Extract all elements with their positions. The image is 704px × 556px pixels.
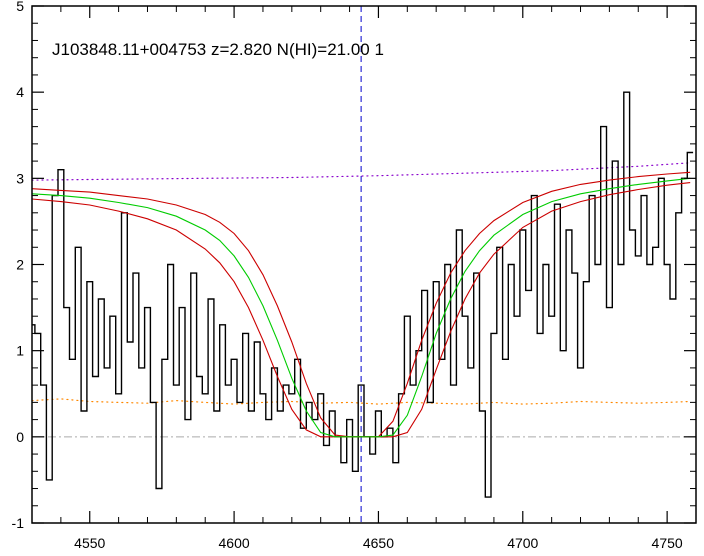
series-error — [32, 398, 691, 405]
x-tick-label: 4550 — [74, 535, 105, 551]
chart-title: J103848.11+004753 z=2.820 N(HI)=21.00 1 — [52, 40, 384, 59]
x-tick-label: 4600 — [219, 535, 250, 551]
y-tick-label: 0 — [16, 429, 24, 445]
series-continuum — [32, 162, 691, 181]
axes: 4550 4600 4650 4700 4750 -1 0 1 2 3 4 5 — [12, 0, 697, 551]
series-group — [32, 6, 696, 523]
y-tick-label: 2 — [16, 257, 24, 273]
x-tick-label: 4750 — [652, 535, 683, 551]
x-tick-label: 4650 — [363, 535, 394, 551]
y-tick-label: 4 — [16, 84, 24, 100]
y-tick-label: 5 — [16, 0, 24, 14]
y-tick-label: 1 — [16, 343, 24, 359]
y-tick-label: -1 — [12, 515, 25, 531]
series-flux — [32, 91, 694, 498]
series-model — [32, 177, 691, 438]
x-tick-label: 4700 — [507, 535, 538, 551]
y-tick-label: 3 — [16, 170, 24, 186]
plot-area — [32, 6, 696, 523]
